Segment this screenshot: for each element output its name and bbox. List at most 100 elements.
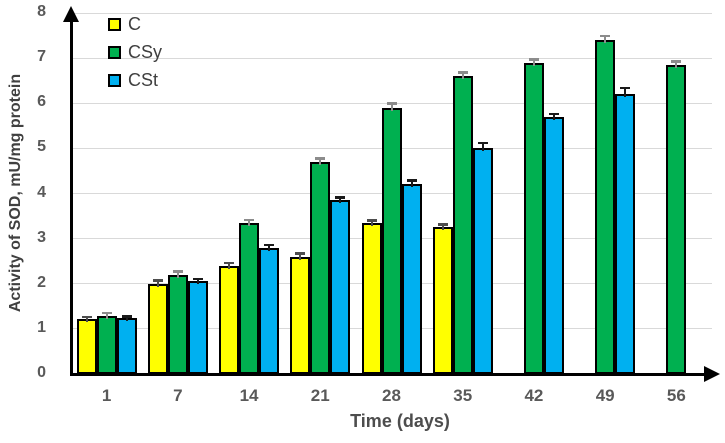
legend-swatch-csy: [108, 45, 121, 59]
error-bar-cap: [295, 252, 306, 255]
error-bar-cap: [457, 71, 468, 74]
error-bar-stem: [156, 281, 159, 287]
error-bar-cap: [244, 218, 255, 222]
x-tick-label: 49: [595, 386, 615, 405]
error-bar-stem: [268, 245, 271, 251]
error-bar-stem: [552, 114, 555, 120]
bar-csy-day-28: [381, 107, 402, 374]
error-bar-cap: [600, 34, 611, 38]
error-bar-stem: [532, 60, 535, 66]
error-bar-stem: [248, 220, 251, 226]
error-bar-cap: [81, 315, 92, 319]
gridline: [71, 57, 712, 59]
y-tick-label: 4: [37, 183, 46, 201]
legend-item-cst: CSt: [108, 70, 162, 90]
bar-c-day-14: [219, 265, 240, 374]
x-tick-label: 21: [310, 386, 330, 405]
legend-swatch-cst: [108, 73, 121, 87]
x-axis-title: Time (days): [350, 411, 450, 431]
x-axis-line: [69, 372, 706, 376]
x-tick-label: 14: [239, 386, 259, 405]
bar-csy-day-1: [96, 316, 117, 374]
legend-swatch-c: [108, 17, 121, 31]
error-bar-stem: [461, 73, 464, 80]
bar-cst-day-35: [472, 148, 493, 374]
error-bar-stem: [125, 317, 128, 322]
error-bar-cap: [192, 277, 203, 281]
y-tick-label: 3: [37, 228, 46, 246]
bar-csy-day-56: [666, 64, 687, 374]
error-bar-stem: [604, 36, 607, 44]
bar-csy-day-49: [595, 40, 616, 374]
error-bar-cap: [152, 279, 163, 282]
legend-item-csy: CSy: [108, 42, 162, 62]
y-tick-label: 5: [37, 138, 46, 156]
error-bar-cap: [224, 261, 235, 265]
error-bar-cap: [386, 102, 397, 105]
x-tick-label: 35: [453, 386, 473, 405]
error-bar-stem: [410, 181, 413, 188]
error-bar-stem: [624, 88, 627, 98]
bar-c-day-7: [147, 283, 168, 374]
x-tick-label: 56: [666, 386, 686, 405]
error-bar-cap: [620, 86, 631, 90]
legend-label: CSy: [128, 42, 163, 62]
error-bar-cap: [406, 179, 417, 182]
bar-cst-day-49: [615, 94, 636, 374]
error-bar-stem: [441, 225, 444, 231]
error-bar-cap: [366, 219, 377, 222]
error-bar-cap: [121, 315, 132, 318]
error-bar-stem: [390, 104, 393, 111]
bar-csy-day-14: [239, 222, 260, 374]
bar-c-day-35: [432, 227, 453, 374]
bar-c-day-1: [76, 318, 97, 374]
error-bar-cap: [315, 157, 326, 160]
error-bar-cap: [101, 311, 112, 315]
error-bar-stem: [85, 317, 88, 322]
y-tick-label: 8: [37, 3, 46, 20]
bar-cst-day-28: [401, 184, 422, 374]
error-bar-cap: [477, 141, 488, 145]
legend-label: C: [128, 14, 141, 34]
x-tick-label: 1: [101, 386, 112, 405]
legend: C CSy CSt: [108, 14, 162, 98]
y-tick-label: 6: [37, 93, 46, 111]
error-bar-stem: [675, 62, 678, 68]
x-tick-label: 7: [173, 386, 183, 405]
y-tick-label: 0: [37, 364, 46, 381]
bar-cst-day-21: [330, 200, 351, 374]
x-tick-label: 28: [382, 386, 401, 405]
error-bar-stem: [196, 279, 199, 285]
bar-cst-day-14: [259, 247, 280, 374]
error-bar-stem: [105, 313, 108, 320]
bar-cst-day-42: [543, 116, 564, 374]
error-bar-stem: [370, 221, 373, 226]
x-axis-arrowhead: [704, 366, 720, 382]
error-bar-cap: [172, 270, 183, 273]
error-bar-stem: [299, 254, 302, 260]
error-bar-cap: [528, 58, 539, 61]
error-bar-cap: [335, 196, 346, 199]
error-bar-cap: [264, 243, 275, 247]
gridline: [71, 12, 712, 14]
error-bar-stem: [228, 263, 231, 269]
bar-cst-day-7: [187, 281, 208, 374]
y-tick-label: 2: [37, 273, 46, 291]
bar-c-day-28: [361, 222, 382, 374]
bar-csy-day-35: [452, 76, 473, 374]
bar-csy-day-7: [167, 274, 188, 374]
error-bar-stem: [176, 272, 179, 278]
y-tick-label: 7: [37, 48, 46, 66]
bar-csy-day-21: [310, 161, 331, 374]
y-axis-arrowhead: [63, 6, 79, 22]
y-axis-line: [69, 20, 73, 376]
bar-cst-day-1: [116, 318, 137, 374]
error-bar-cap: [437, 223, 448, 226]
error-bar-cap: [671, 60, 682, 63]
error-bar-stem: [319, 159, 322, 165]
legend-item-c: C: [108, 14, 162, 34]
error-bar-cap: [548, 112, 559, 116]
legend-label: CSt: [128, 70, 159, 90]
